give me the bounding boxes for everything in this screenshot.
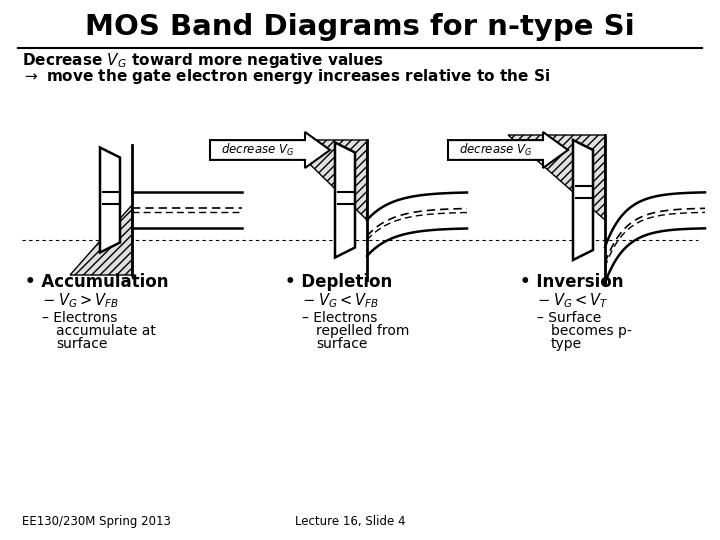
Text: $-\;V_G < V_T$: $-\;V_G < V_T$ <box>537 292 608 310</box>
Text: decrease $V_G$: decrease $V_G$ <box>221 142 294 158</box>
Text: MOS Band Diagrams for n-type Si: MOS Band Diagrams for n-type Si <box>85 13 635 41</box>
Text: becomes p-: becomes p- <box>551 324 631 338</box>
Text: Decrease $V_G$ toward more negative values: Decrease $V_G$ toward more negative valu… <box>22 51 384 71</box>
Text: • Depletion: • Depletion <box>285 273 392 291</box>
Polygon shape <box>448 132 568 168</box>
Polygon shape <box>210 132 330 168</box>
Text: – Electrons: – Electrons <box>42 311 117 325</box>
Text: accumulate at: accumulate at <box>56 324 156 338</box>
Polygon shape <box>285 140 367 220</box>
Text: decrease $V_G$: decrease $V_G$ <box>459 142 532 158</box>
Text: surface: surface <box>56 337 107 351</box>
Polygon shape <box>335 143 355 258</box>
Polygon shape <box>100 147 120 253</box>
Text: EE130/230M Spring 2013: EE130/230M Spring 2013 <box>22 516 171 529</box>
Text: – Surface: – Surface <box>537 311 601 325</box>
Text: surface: surface <box>316 337 367 351</box>
Text: $\rightarrow$ move the gate electron energy increases relative to the Si: $\rightarrow$ move the gate electron ene… <box>22 68 550 86</box>
Text: • Accumulation: • Accumulation <box>25 273 168 291</box>
Text: Lecture 16, Slide 4: Lecture 16, Slide 4 <box>295 516 405 529</box>
Polygon shape <box>573 140 593 260</box>
Polygon shape <box>70 205 132 275</box>
Text: $-\;V_G < V_{FB}$: $-\;V_G < V_{FB}$ <box>302 292 379 310</box>
Text: repelled from: repelled from <box>316 324 410 338</box>
Polygon shape <box>508 135 605 220</box>
Text: • Inversion: • Inversion <box>520 273 624 291</box>
Text: type: type <box>551 337 582 351</box>
Text: $-\;V_G > V_{FB}$: $-\;V_G > V_{FB}$ <box>42 292 119 310</box>
Text: – Electrons: – Electrons <box>302 311 377 325</box>
